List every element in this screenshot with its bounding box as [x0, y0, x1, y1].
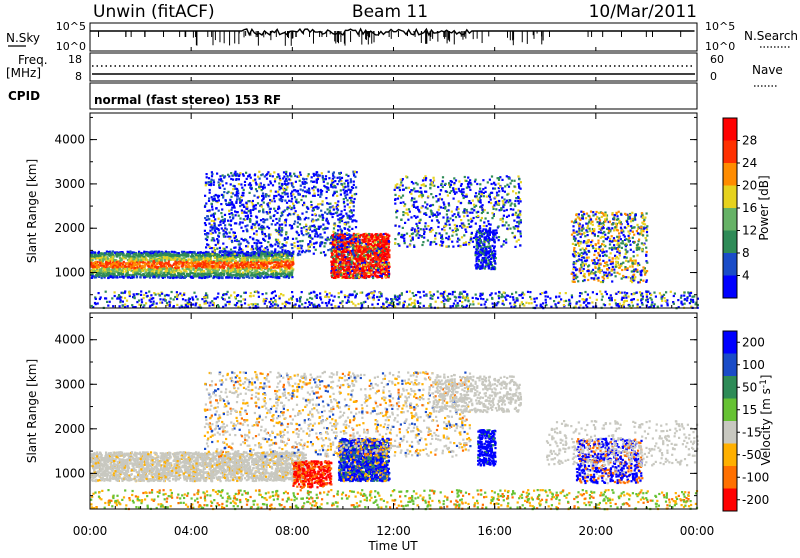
cpid-label: CPID	[8, 89, 40, 103]
colorbar-swatch	[723, 186, 737, 209]
colorbar-swatch	[723, 466, 737, 489]
colorbar-swatch	[723, 141, 737, 164]
velocity-colorbar-label: Velocity [m s-1]	[759, 375, 773, 466]
time-tick-label: 08:00	[275, 524, 310, 538]
colorbar-tick-label: 28	[742, 134, 757, 148]
y-tick-label: 4000	[54, 133, 85, 147]
power-colorbar-label: Power [dB]	[757, 175, 771, 240]
colorbar-swatch	[723, 489, 737, 512]
velocity-panel: 1000 2000 3000 4000 Slant Range [km] 200 100…	[25, 313, 773, 512]
colorbar-tick-label: -100	[742, 470, 769, 484]
y-tick-label: 2000	[54, 221, 85, 235]
nsearch-tick-high: 10^5	[705, 20, 735, 33]
cpid-panel: CPID normal (fast stereo) 153 RF	[8, 83, 697, 109]
colorbar-swatch	[723, 331, 737, 354]
y-tick-label: 2000	[54, 422, 85, 436]
velocity-ylabel: Slant Range [km]	[25, 359, 39, 463]
time-tick-label: 00:00	[73, 524, 108, 538]
nsky-tick-low: 10^0	[56, 40, 86, 53]
nsky-tick-high: 10^5	[56, 20, 86, 33]
colorbar-swatch	[723, 354, 737, 377]
colorbar-tick-label: 100	[742, 358, 765, 372]
colorbar-swatch	[723, 444, 737, 467]
colorbar-tick-label: 12	[742, 224, 757, 238]
nsky-trace	[90, 29, 695, 46]
power-panel: 1000 2000 3000 4000 Slant Range [km] 4 8 12 16…	[25, 113, 771, 309]
nave-tick-low: 0	[710, 70, 717, 83]
cpid-text: normal (fast stereo) 153 RF	[94, 93, 281, 107]
time-tick-label: 16:00	[477, 524, 512, 538]
colorbar-swatch	[723, 163, 737, 186]
nave-label: Nave	[752, 63, 783, 77]
y-tick-label: 3000	[54, 377, 85, 391]
nsearch-tick-low: 10^0	[705, 40, 735, 53]
nsearch-label: N.Search	[744, 29, 798, 43]
freq-label: Freq.	[18, 53, 48, 67]
velocity-data	[90, 371, 699, 510]
y-tick-label: 1000	[54, 266, 85, 280]
colorbar-tick-label: 15	[742, 403, 757, 417]
colorbar-swatch	[723, 276, 737, 299]
colorbar-tick-label: 200	[742, 335, 765, 349]
colorbar-swatch	[723, 376, 737, 399]
time-tick-label: 20:00	[579, 524, 614, 538]
colorbar-swatch	[723, 118, 737, 141]
colorbar-swatch	[723, 399, 737, 422]
date-title: 10/Mar/2011	[589, 2, 697, 22]
time-tick-label: 00:00	[680, 524, 715, 538]
time-tick-label: 12:00	[376, 524, 411, 538]
colorbar-tick-label: 4	[742, 269, 750, 283]
nsky-panel: N.Sky 10^5 10^0 10^5 10^0 N.Search	[6, 20, 798, 53]
colorbar-tick-label: 16	[742, 201, 757, 215]
y-tick-label: 1000	[54, 466, 85, 480]
colorbar-tick-label: 8	[742, 246, 750, 260]
colorbar-tick-label: -200	[742, 493, 769, 507]
power-colorbar: 4 8 12 16 20 24 28	[723, 118, 757, 299]
nsky-label: N.Sky	[6, 31, 40, 45]
colorbar-swatch	[723, 421, 737, 444]
colorbar-tick-label: 24	[742, 156, 757, 170]
colorbar-swatch	[723, 253, 737, 276]
nave-tick-high: 60	[710, 53, 724, 66]
freq-unit: [MHz]	[6, 66, 41, 80]
beam-title: Beam 11	[352, 2, 428, 22]
power-ylabel: Slant Range [km]	[25, 159, 39, 263]
colorbar-swatch	[723, 231, 737, 254]
site-title: Unwin (fitACF)	[93, 2, 215, 22]
colorbar-swatch	[723, 208, 737, 231]
freq-tick-low: 8	[75, 70, 82, 83]
y-tick-label: 4000	[54, 333, 85, 347]
time-xlabel: Time UT	[367, 539, 418, 553]
colorbar-tick-label: 50	[742, 380, 757, 394]
power-data	[90, 171, 699, 310]
y-tick-label: 3000	[54, 177, 85, 191]
freq-tick-high: 18	[68, 53, 82, 66]
time-tick-label: 04:00	[174, 524, 209, 538]
colorbar-tick-label: 20	[742, 179, 757, 193]
freq-panel: Freq. [MHz] 18 8 60 0 Nave	[6, 53, 783, 86]
